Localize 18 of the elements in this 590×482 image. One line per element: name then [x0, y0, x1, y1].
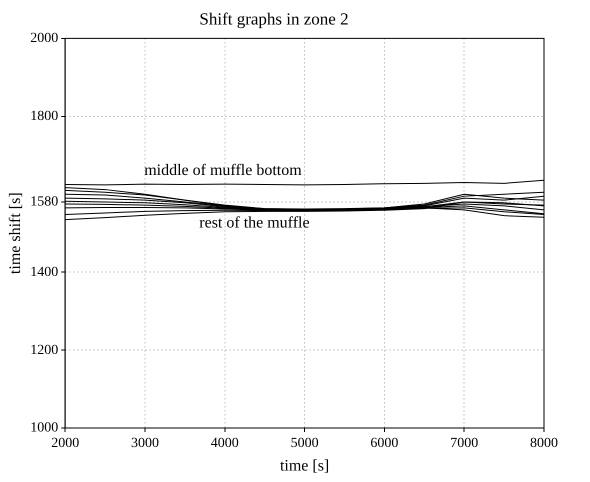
x-tick-label: 8000 [530, 436, 558, 452]
annotation: rest of the muffle [199, 214, 310, 232]
chart-title: Shift graphs in zone 2 [199, 10, 349, 29]
x-axis-title: time [s] [280, 458, 330, 475]
y-tick-label: 2000 [30, 31, 58, 46]
y-tick-label: 1000 [30, 420, 58, 436]
x-tick-label: 3000 [131, 436, 159, 452]
y-tick-label: 1200 [30, 342, 58, 358]
y-tick-label: 1580 [30, 194, 58, 210]
x-tick-label: 7000 [450, 436, 478, 452]
x-tick-label: 4000 [210, 436, 239, 452]
x-tick-label: 5000 [290, 436, 319, 452]
y-tick-label: 1400 [30, 264, 58, 280]
y-tick-label: 1800 [30, 108, 58, 124]
y-axis-title: time shift [s] [6, 192, 24, 274]
x-tick-label: 2000 [51, 436, 80, 452]
annotation: middle of muffle bottom [144, 162, 302, 180]
x-tick-label: 6000 [370, 436, 398, 452]
